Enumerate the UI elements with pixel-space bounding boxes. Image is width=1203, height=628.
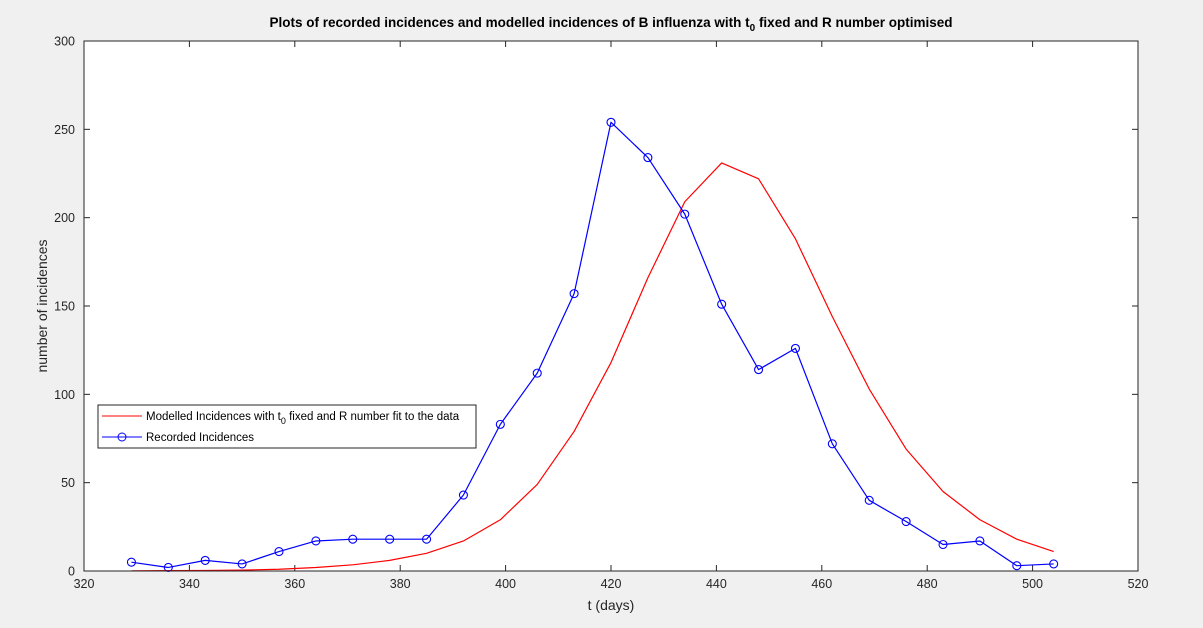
x-tick-label: 500	[1022, 577, 1043, 591]
x-tick-label: 400	[495, 577, 516, 591]
data-point	[643, 153, 653, 163]
legend-box	[97, 404, 477, 449]
series-line-0	[131, 162, 1054, 572]
data-point	[975, 536, 985, 546]
data-point	[754, 365, 764, 375]
y-tick-label: 250	[54, 123, 75, 137]
x-axis-label: t (days)	[588, 597, 635, 613]
data-point	[717, 299, 727, 309]
y-tick-label: 100	[54, 388, 75, 402]
x-tick-label: 360	[284, 577, 305, 591]
data-point	[237, 559, 247, 569]
y-axis-label: number of incidences	[34, 239, 50, 372]
data-point	[938, 539, 948, 550]
data-point	[458, 490, 468, 500]
y-tick-label: 150	[54, 300, 75, 314]
x-tick-label: 340	[179, 577, 200, 591]
data-point	[1049, 559, 1059, 569]
x-tick-label: 460	[811, 577, 832, 591]
data-point	[680, 209, 690, 219]
data-point	[200, 555, 210, 565]
y-tick-label: 200	[54, 211, 75, 225]
series-line-1	[131, 121, 1054, 569]
data-point	[126, 557, 136, 567]
series-layer	[126, 117, 1059, 573]
x-tick-label: 420	[601, 577, 622, 591]
data-point	[311, 536, 321, 546]
data-point	[385, 534, 395, 544]
legend-marker-recorded	[117, 432, 127, 442]
data-point	[532, 368, 542, 378]
legend: Modelled Incidences with t0 fixed and R …	[97, 404, 477, 449]
data-point	[606, 117, 616, 127]
data-point	[569, 289, 579, 299]
x-tick-label: 440	[706, 577, 727, 591]
y-tick-label: 50	[61, 476, 75, 490]
data-point	[274, 547, 284, 557]
data-point	[827, 439, 837, 449]
x-tick-label: 520	[1128, 577, 1149, 591]
x-tick-label: 320	[74, 577, 95, 591]
y-tick-label: 0	[68, 565, 75, 579]
x-tick-label: 480	[917, 577, 938, 591]
data-point	[495, 419, 505, 429]
x-tick-label: 380	[390, 577, 411, 591]
chart-title: Plots of recorded incidences and modelle…	[270, 15, 953, 34]
data-point	[901, 516, 911, 527]
plot-background	[84, 41, 1138, 571]
data-point	[790, 343, 801, 353]
data-point	[1012, 561, 1022, 571]
data-point	[421, 534, 432, 544]
y-tick-label: 300	[54, 35, 75, 49]
axis-ticks: 320 340 360 380 400 420 440 460 480 500 520 0 50 100 1…	[54, 35, 1148, 592]
plot-box	[83, 40, 1139, 572]
data-point	[864, 495, 874, 505]
legend-entry-modelled: Modelled Incidences with t0 fixed and R …	[146, 411, 460, 426]
legend-entry-recorded: Recorded Incidences	[146, 432, 254, 444]
data-point	[348, 534, 358, 544]
